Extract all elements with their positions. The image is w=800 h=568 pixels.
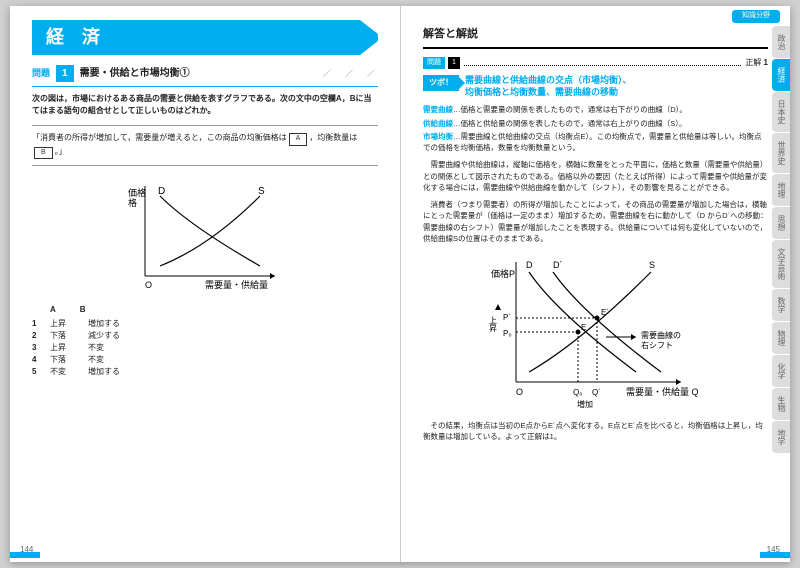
svg-text:E´: E´: [601, 308, 609, 317]
answer-question-row: 問題1 正解 1: [423, 57, 768, 70]
tab[interactable]: 文学芸術: [772, 240, 790, 288]
svg-text:O: O: [145, 280, 152, 290]
svg-text:価格P: 価格P: [491, 268, 515, 279]
svg-text:O: O: [516, 387, 523, 397]
graph-1: 価格格 O 需要量・供給量 D S: [32, 176, 378, 296]
svg-text:増加: 増加: [577, 399, 593, 409]
answer-title: 解答と解説: [423, 26, 768, 43]
subject-tabs: 政治 経済 日本史 世界史 地理 思想 文学芸術 数学 物理 化学 生物 地学: [772, 26, 790, 454]
svg-text:Q´: Q´: [592, 388, 601, 397]
svg-text:需要量・供給量 Q: 需要量・供給量 Q: [626, 386, 699, 397]
svg-text:需要量・供給量: 需要量・供給量: [205, 279, 268, 290]
key-point: ツボ！ 需要曲線と供給曲線の交点（市場均衡）、均衡価格と均衡数量、需要曲線の移動: [423, 75, 768, 98]
svg-text:S: S: [649, 260, 655, 270]
tab[interactable]: 物理: [772, 322, 790, 354]
tab[interactable]: 日本史: [772, 92, 790, 132]
svg-text:S: S: [258, 186, 265, 197]
category-badge: 知識分野: [732, 10, 780, 23]
graph-2: 価格P 需要量・供給量 Q O D D´ S E E´ P₀ P´ Q₀ Q´ …: [423, 252, 768, 412]
quote-box: 「消費者の所得が増加して，需要量が増えると，この商品の均衡価格はA，均衡数量はB…: [32, 125, 378, 166]
para-1: 需要曲線や供給曲線は，縦軸に価格を，横軸に数量をとった平面に，価格と数量（需要量…: [423, 159, 768, 193]
tab[interactable]: 地理: [772, 174, 790, 206]
svg-text:格: 格: [128, 197, 137, 208]
page-number: 145: [767, 544, 780, 556]
svg-text:右シフト: 右シフト: [641, 340, 673, 350]
svg-text:D: D: [158, 186, 165, 197]
tab[interactable]: 政治: [772, 26, 790, 58]
chapter-title: 経 済: [32, 20, 378, 55]
para-3: その結果，均衡点は当初のE点からE´点へ変化する。E点とE´点を比べると，均衡価…: [423, 420, 768, 443]
tab[interactable]: 数学: [772, 289, 790, 321]
page-number: 144: [20, 544, 33, 556]
tab-active[interactable]: 経済: [772, 59, 790, 91]
svg-text:需要曲線の: 需要曲線の: [641, 330, 681, 340]
svg-text:P₀: P₀: [503, 329, 512, 338]
svg-text:P´: P´: [503, 313, 511, 322]
svg-text:上昇: 上昇: [488, 316, 497, 333]
svg-text:D´: D´: [553, 260, 563, 270]
question-header: 問題 1 需要・供給と市場均衡① ／ ／ ／: [32, 65, 378, 82]
tab[interactable]: 化学: [772, 355, 790, 387]
svg-text:E: E: [581, 323, 586, 332]
svg-text:価格: 価格: [128, 187, 146, 198]
tab[interactable]: 思想: [772, 207, 790, 239]
svg-text:Q₀: Q₀: [573, 388, 583, 397]
tab[interactable]: 地学: [772, 421, 790, 453]
answer-table: AB 1上昇増加する 2下落減少する 3上昇不変 4下落不変 5不変増加する: [32, 304, 378, 378]
para-2: 消費者（つまり需要者）の所得が増加したことによって，その商品の需要量が増加した場…: [423, 199, 768, 244]
intro-text: 次の図は，市場におけるある商品の需要と供給を表すグラフである。次の文中の空欄A，…: [32, 93, 378, 117]
tab[interactable]: 生物: [772, 388, 790, 420]
svg-text:D: D: [526, 260, 533, 270]
tab[interactable]: 世界史: [772, 133, 790, 173]
